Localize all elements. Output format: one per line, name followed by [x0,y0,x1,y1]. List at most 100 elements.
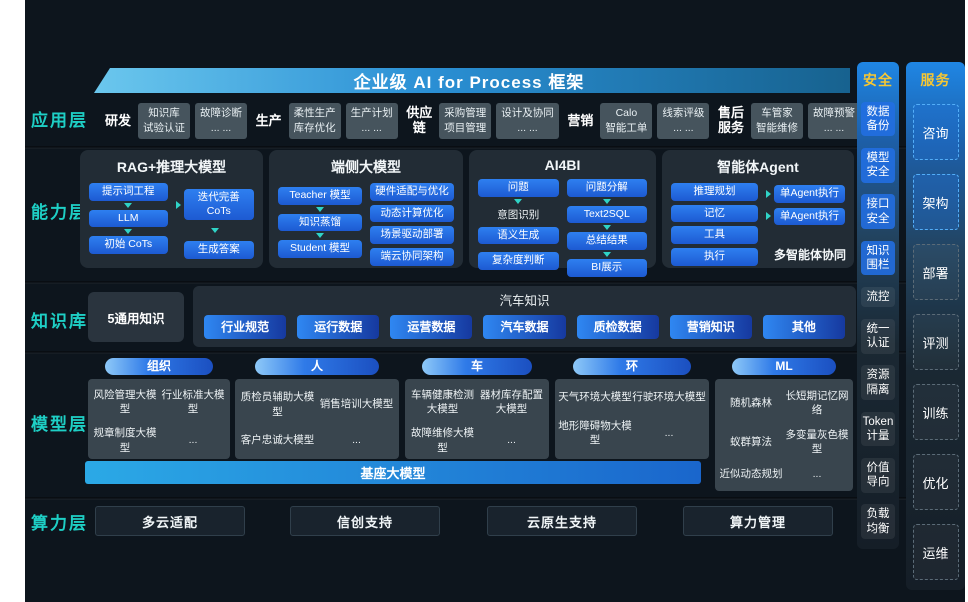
layer-divider [25,281,965,284]
model-item: 销售培训大模型 [319,398,394,411]
service-item: 部署 [912,244,959,300]
model-group-header: 人 [254,358,380,375]
app-box-line: 智能维修 [756,122,798,134]
security-item: 接口安全 [861,194,895,229]
security-item: 数据备份 [861,101,895,137]
layer-divider [25,351,965,354]
app-box-line: 设计及协同 [501,106,554,119]
service-header: 服务 [920,72,951,88]
app-box: 故障诊断 ... ... [195,102,247,140]
arrow-down-icon [124,202,133,208]
app-box: 生产计划 ... ... [345,102,398,140]
panel-ai4bi: AI4BI 问题 意图识别 语义生成 复杂度判断 问题分解 Text2SQL 总… [469,150,656,277]
panel-rag: RAG+推理大模型 提示词工程 LLM 初始 CoTs 迭代完善 CoTs 生成… [80,150,263,268]
app-group-rd: 研发 知识库 试验认证 故障诊断 ... ... [103,102,247,140]
capability-layer-row: RAG+推理大模型 提示词工程 LLM 初始 CoTs 迭代完善 CoTs 生成… [80,150,854,277]
app-box-line: 生产计划 [350,106,393,119]
flow-label: 意图识别 [497,208,540,221]
flow-node: BI展示 [566,258,647,277]
arrow-down-icon [124,229,133,235]
security-item: 统一认证 [861,318,895,354]
model-group-people: 人 质检员辅助大模型 销售培训大模型 客户忠诚大模型 ... [235,358,399,459]
app-box: Calo 智能工单 [600,102,653,140]
diagram-canvas: 企业级 AI for Process 框架 应用层 能力层 知识库 模型层 算力… [25,0,965,602]
flow-node: LLM [89,209,168,228]
flow-node: 单Agent执行 [773,207,845,226]
knowledge-pill: 运营数据 [390,315,473,339]
panel-title: AI4BI [544,157,581,173]
panel-agent: 智能体Agent 推理规划 记忆 工具 执行 单Agent执行 单Agent执行 [662,150,854,268]
flow-node: 单Agent执行 [773,185,845,203]
flow-node: Text2SQL [566,205,647,224]
security-column: 安全 数据备份 模型安全 接口安全 知识围栏 流控 统一认证 资源隔离 Toke… [857,62,899,549]
model-item: 天气环境大模型 [558,391,632,404]
app-box-line: 库存优化 [293,122,336,134]
app-group-name: 生产 [255,112,282,128]
arrow-down-icon [602,198,611,204]
model-item: 风险管理大模型 [93,389,157,416]
model-group-ml: ML 随机森林 长短期记忆网络 蚁群算法 多变量灰色模型 近似动态规划 ... [715,358,853,491]
framework-title: 企业级 AI for Process 框架 [353,73,585,92]
model-item: ... [812,468,822,481]
arrow-right-icon [765,189,771,198]
app-box-line: 知识库 [148,106,180,119]
framework-title-banner: 企业级 AI for Process 框架 [94,68,850,93]
service-column: 服务 咨询 架构 部署 评测 训练 优化 运维 [906,62,965,590]
flow-node: 执行 [671,247,758,266]
app-box: 采购管理 项目管理 [439,102,492,140]
service-item: 优化 [912,454,959,510]
knowledge-pill: 汽车数据 [483,315,566,339]
app-box-line: 项目管理 [444,122,487,134]
app-group-marketing: 营销 Calo 智能工单 线索评级 ... ... [565,102,710,140]
app-box: 设计及协同 ... ... [496,102,559,140]
app-box: 故障预警 ... ... [808,102,860,140]
arrow-right-icon [175,200,181,209]
model-item: 器材库存配置大模型 [480,389,543,416]
flow-node: 记忆 [671,204,758,223]
layer-label-model: 模型层 [31,415,88,434]
app-box-line: ... ... [823,122,845,134]
app-box-line: 智能工单 [605,122,648,134]
app-box-line: ... ... [361,122,382,134]
model-item: 地形障碍物大模型 [558,420,632,447]
model-item: ... [664,427,674,440]
flow-node: 场景驱动部署 [370,226,454,244]
model-item: 行业标准大模型 [161,389,225,416]
model-item: ... [507,434,516,447]
flow-node: 语义生成 [478,226,559,245]
app-box-line: ... ... [673,122,694,134]
app-box: 车管家 智能维修 [751,102,803,140]
knowledge-pill: 运行数据 [297,315,380,339]
arrow-down-icon [316,206,324,212]
layer-label-knowledge: 知识库 [31,312,88,331]
app-group-supplychain: 供应链 采购管理 项目管理 设计及协同 ... ... [404,102,559,140]
general-knowledge-box: 5通用知识 [88,292,184,342]
app-group-name: 研发 [104,112,131,128]
arrow-down-icon [602,251,611,257]
service-item: 运维 [912,524,959,580]
security-item: Token计量 [861,411,895,447]
compute-box-multicloud: 多云适配 [95,506,245,536]
model-item: 行驶环境大模型 [632,391,706,404]
model-item: 随机森林 [730,396,772,409]
application-layer-row: 研发 知识库 试验认证 故障诊断 ... ... 生产 柔性生产 库存优化 生产… [103,99,860,143]
knowledge-pill: 其他 [762,315,845,339]
auto-knowledge-title: 汽车知识 [499,294,550,308]
layer-divider [25,146,965,149]
flow-node: 端云协同架构 [370,247,454,266]
model-item: 蚁群算法 [730,436,772,448]
security-item: 知识围栏 [861,240,895,276]
model-group-vehicle: 车 车辆健康检测大模型 器材库存配置大模型 故障维修大模型 ... [405,358,549,459]
arrow-right-icon [765,212,771,221]
app-box-line: 故障预警 [813,106,855,119]
model-group-header: 组织 [105,358,213,375]
security-item: 价值导向 [861,457,895,493]
flow-node: 复杂度判断 [478,252,559,270]
service-item: 评测 [912,314,959,370]
app-group-production: 生产 柔性生产 库存优化 生产计划 ... ... [254,102,398,140]
model-group-organization: 组织 风险管理大模型 行业标准大模型 规章制度大模型 ... [88,358,230,459]
app-box-line: 采购管理 [444,106,487,119]
service-item: 架构 [912,174,959,230]
app-group-aftersales: 售后服务 车管家 智能维修 故障预警 ... ... [716,102,860,140]
multi-agent-caption: 多智能体协同 [773,248,846,262]
